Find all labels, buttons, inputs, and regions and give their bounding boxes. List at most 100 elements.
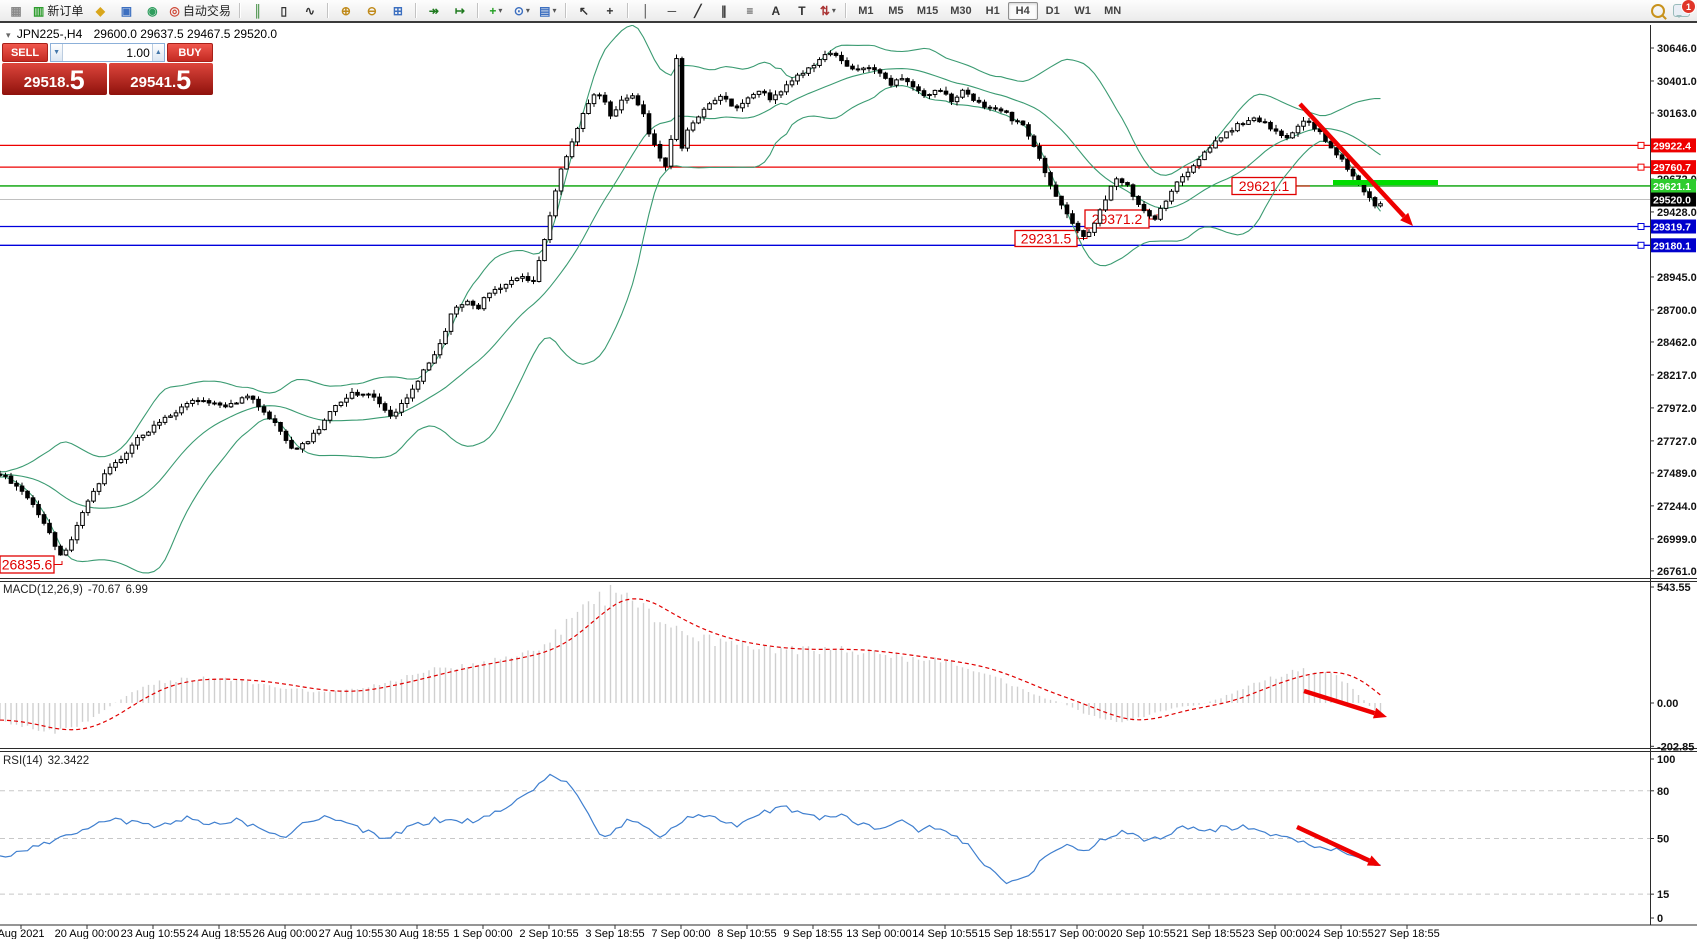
data-window-icon[interactable]: ▣ bbox=[113, 1, 139, 20]
chart-canvas: 26835.6 29231.5 29371.2 29621.1 30646.0 30401… bbox=[0, 25, 1697, 939]
window-border bbox=[0, 21, 1697, 23]
line-handle[interactable] bbox=[1637, 241, 1645, 249]
price-callout[interactable]: 29231.5 bbox=[1014, 227, 1088, 248]
timeframe-m15-button[interactable]: M15 bbox=[916, 4, 939, 17]
price-label-box bbox=[1651, 192, 1696, 207]
time-tick-label: 3 Sep 18:55 bbox=[585, 928, 644, 939]
window-icon-glyph: ▦ bbox=[10, 3, 22, 18]
periods-glyph: ⊙ bbox=[513, 3, 524, 18]
news-icon[interactable]: ◉ bbox=[139, 1, 165, 20]
arrows-button[interactable]: ⇅ ▾ bbox=[815, 1, 841, 20]
equidistant-channel-button[interactable]: ∥ bbox=[711, 1, 737, 20]
buy-price[interactable]: 29541. 5 bbox=[108, 63, 213, 95]
horizontal-line-button[interactable]: ─ bbox=[659, 1, 685, 20]
price-label-text: 29922.4 bbox=[1653, 140, 1691, 152]
timeframe-h4-button[interactable]: H4 bbox=[1007, 1, 1038, 20]
cursor-glyph: ↖ bbox=[578, 3, 589, 18]
time-axis[interactable]: Aug 2021 20 Aug 00:00 23 Aug 10:55 24 Aug 1… bbox=[0, 925, 1440, 939]
sell-button[interactable]: SELL bbox=[2, 43, 48, 62]
timeframe-w1-button[interactable]: W1 bbox=[1074, 4, 1091, 17]
news-icon-glyph: ◉ bbox=[147, 3, 158, 18]
svg-text:29231.5: 29231.5 bbox=[1021, 231, 1072, 247]
text-label-glyph: T bbox=[798, 3, 806, 18]
svg-text:29621.1: 29621.1 bbox=[1239, 178, 1290, 194]
volume-input[interactable] bbox=[63, 44, 152, 61]
chevron-down-icon: ▾ bbox=[498, 6, 503, 15]
price-tick-label: 28700.0 bbox=[1657, 305, 1697, 317]
timeframe-m30-button[interactable]: M30 bbox=[950, 4, 972, 17]
timeframe-d1-button[interactable]: D1 bbox=[1045, 4, 1060, 17]
trend-arrow[interactable] bbox=[1303, 688, 1387, 719]
bar-chart-button[interactable]: ║ bbox=[245, 1, 271, 20]
line-handle[interactable] bbox=[1637, 163, 1645, 171]
trend-arrow[interactable] bbox=[1296, 824, 1381, 866]
chevron-down-icon: ▾ bbox=[831, 6, 836, 15]
chat-icon[interactable]: 1 bbox=[1673, 0, 1696, 18]
price-tick-label: 26761.0 bbox=[1657, 566, 1697, 578]
trend-arrows bbox=[1296, 102, 1413, 866]
periods-button[interactable]: ⊙ ▾ bbox=[509, 1, 535, 20]
toolbar-right-group: 1 bbox=[1651, 0, 1696, 18]
candlestick-chart-glyph: ▯ bbox=[280, 3, 288, 18]
templates-button[interactable]: ▤ ▾ bbox=[535, 1, 561, 20]
time-tick-label: 20 Sep 10:55 bbox=[1110, 928, 1175, 939]
macd-label: MACD(12,26,9) -70.67 6.99 bbox=[3, 584, 148, 596]
indicators-button[interactable]: + ▾ bbox=[483, 1, 509, 20]
chart-title: ▾ JPN225-,H4 29600.0 29637.5 29467.5 295… bbox=[6, 27, 277, 41]
bar-chart-glyph: ║ bbox=[253, 3, 263, 18]
volume-stepper: ▼ ▲ bbox=[50, 43, 165, 62]
cursor-button[interactable]: ↖ bbox=[571, 1, 597, 20]
time-tick-label: 7 Sep 00:00 bbox=[651, 928, 710, 939]
search-icon[interactable] bbox=[1651, 3, 1665, 18]
time-tick-label: 30 Aug 18:55 bbox=[385, 928, 450, 939]
line-handle[interactable] bbox=[1637, 141, 1645, 149]
toolbar: ▦ ▥ 新订单 ◆ ▣ ◉ ◎ 自动交易 ║ ▯ ∿ ⊕ ⊖ ⊞ ↠ ↦ + ▾ ⊙ ▾ ▤ ▾ ↖ + │ ─ ╱ ∥ ≡ A T ⇅ ▾ M1… bbox=[0, 0, 1697, 21]
price-callout[interactable]: 29621.1 bbox=[1231, 176, 1310, 196]
price-label-text: 29621.1 bbox=[1653, 181, 1691, 193]
window-icon[interactable]: ▦ bbox=[3, 1, 29, 20]
auto-trading-glyph: ◎ bbox=[169, 3, 180, 18]
text-button[interactable]: A bbox=[763, 1, 789, 20]
line-handle[interactable] bbox=[1637, 223, 1645, 231]
volume-increase-button[interactable]: ▲ bbox=[151, 44, 164, 61]
price-tick-label: 30163.0 bbox=[1657, 108, 1697, 120]
svg-text:29371.2: 29371.2 bbox=[1092, 211, 1143, 227]
new-order-button-label: 新订单 bbox=[47, 4, 84, 18]
timeframe-m5-button[interactable]: M5 bbox=[888, 4, 904, 17]
time-tick-label: 2 Sep 10:55 bbox=[519, 928, 578, 939]
auto-scroll-button[interactable]: ↠ bbox=[421, 1, 447, 20]
trendline-button[interactable]: ╱ bbox=[685, 1, 711, 20]
vertical-line-button[interactable]: │ bbox=[633, 1, 659, 20]
fibonacci-button[interactable]: ≡ bbox=[737, 1, 763, 20]
crosshair-button[interactable]: + bbox=[597, 1, 623, 20]
bollinger-upper-band bbox=[0, 25, 1381, 473]
rsi-tick-label: 80 bbox=[1657, 786, 1669, 798]
volume-decrease-button[interactable]: ▼ bbox=[51, 44, 64, 61]
buy-button[interactable]: BUY bbox=[167, 43, 213, 62]
tile-windows-button[interactable]: ⊞ bbox=[385, 1, 411, 20]
price-callout[interactable]: 26835.6 bbox=[0, 555, 63, 574]
text-label-button[interactable]: T bbox=[789, 1, 815, 20]
chart-ohlc-values: 29600.0 29637.5 29467.5 29520.0 bbox=[93, 27, 278, 41]
chart-shift-button[interactable]: ↦ bbox=[447, 1, 473, 20]
price-tick-label: 30646.0 bbox=[1657, 43, 1697, 55]
chart-window-icon[interactable]: ◆ bbox=[87, 1, 113, 20]
support-bar[interactable] bbox=[1333, 180, 1438, 185]
trend-arrow[interactable] bbox=[1298, 102, 1413, 226]
sell-price[interactable]: 29518. 5 bbox=[2, 63, 107, 95]
timeframe-m1-button[interactable]: M1 bbox=[858, 4, 874, 17]
price-tick-label: 28462.0 bbox=[1657, 337, 1697, 349]
time-tick-label: 9 Sep 18:55 bbox=[783, 928, 842, 939]
time-tick-label: 23 Sep 00:00 bbox=[1242, 928, 1307, 939]
zoom-out-button[interactable]: ⊖ bbox=[359, 1, 385, 20]
timeframe-h1-button[interactable]: H1 bbox=[985, 4, 1000, 17]
line-chart-button[interactable]: ∿ bbox=[297, 1, 323, 20]
auto-trading-button[interactable]: ◎ 自动交易 bbox=[165, 1, 235, 20]
zoom-in-button[interactable]: ⊕ bbox=[333, 1, 359, 20]
sell-price-pip: 5 bbox=[69, 65, 85, 95]
time-tick-label: 14 Sep 10:55 bbox=[912, 928, 977, 939]
timeframe-mn-button[interactable]: MN bbox=[1104, 4, 1122, 17]
chart-menu-icon[interactable]: ▾ bbox=[6, 30, 11, 40]
new-order-button[interactable]: ▥ 新订单 bbox=[29, 1, 87, 20]
candlestick-chart-button[interactable]: ▯ bbox=[271, 1, 297, 20]
